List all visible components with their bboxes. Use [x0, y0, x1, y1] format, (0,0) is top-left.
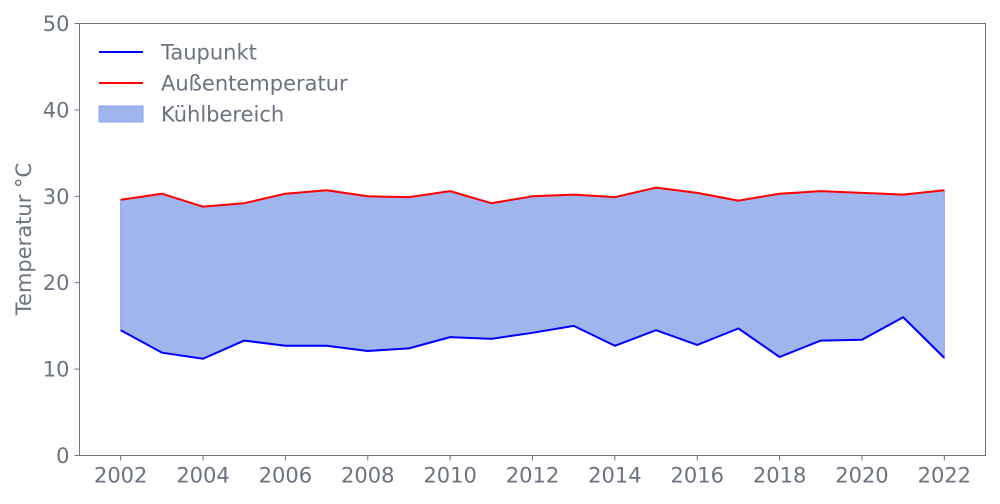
x-axis: 2002 2004 2006 2008 2010 2012 2014 2016 2018 2020… — [94, 455, 971, 488]
y-tick-label: 20 — [43, 271, 70, 295]
y-tick-label: 30 — [43, 185, 70, 209]
series-line-taupunkt — [120, 316, 946, 360]
x-tick-label: 2004 — [176, 464, 229, 488]
y-axis-label: Temperatur °C — [12, 163, 36, 316]
series-line-aussentemperatur — [120, 186, 945, 208]
x-tick-label: 2008 — [341, 464, 394, 488]
x-tick-label: 2018 — [753, 464, 806, 488]
x-tick-label: 2012 — [506, 464, 559, 488]
y-axis: 0 10 20 30 40 50 — [43, 12, 80, 468]
legend-swatch-fill — [98, 105, 144, 123]
legend: Taupunkt Außentemperatur Kühlbereich — [98, 41, 348, 127]
y-tick-label: 40 — [43, 98, 70, 122]
x-tick-label: 2014 — [588, 464, 641, 488]
y-tick-label: 10 — [43, 358, 70, 382]
x-tick-label: 2010 — [423, 464, 476, 488]
x-tick-label: 2016 — [671, 464, 724, 488]
x-tick-label: 2022 — [918, 464, 971, 488]
legend-label: Außentemperatur — [161, 72, 348, 96]
legend-label: Kühlbereich — [161, 103, 284, 127]
plot-area — [120, 186, 946, 360]
y-tick-label: 50 — [43, 12, 70, 36]
x-tick-label: 2020 — [835, 464, 888, 488]
x-tick-label: 2006 — [259, 464, 312, 488]
y-tick-label: 0 — [56, 444, 69, 468]
legend-label: Taupunkt — [160, 41, 257, 65]
x-tick-label: 2002 — [94, 464, 147, 488]
